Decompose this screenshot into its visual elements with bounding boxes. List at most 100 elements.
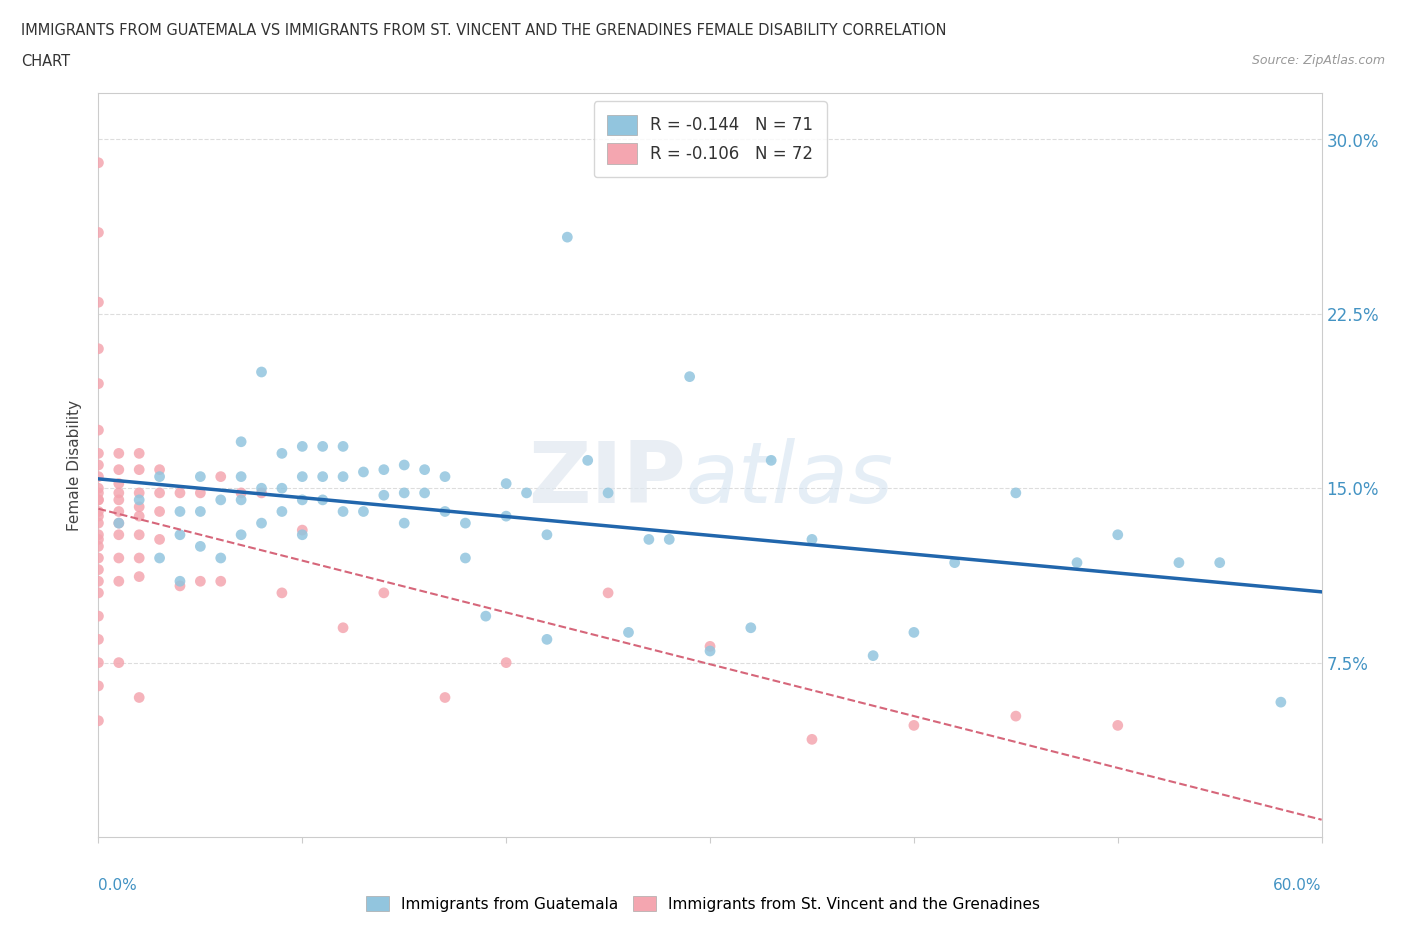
Point — [87, 532, 110, 547]
Point — [231, 470, 253, 485]
Point — [87, 562, 110, 577]
Point — [312, 439, 335, 454]
Point — [495, 476, 517, 491]
Point — [108, 516, 131, 531]
Point — [128, 446, 150, 461]
Point — [373, 462, 395, 477]
Point — [250, 481, 273, 496]
Point — [699, 639, 721, 654]
Point — [128, 493, 150, 508]
Point — [1209, 555, 1232, 570]
Point — [312, 470, 335, 485]
Point — [679, 369, 702, 384]
Point — [128, 499, 150, 514]
Point — [128, 485, 150, 500]
Point — [87, 341, 110, 356]
Point — [188, 470, 212, 485]
Point — [862, 648, 884, 663]
Point — [128, 509, 150, 524]
Point — [169, 504, 191, 519]
Point — [638, 532, 661, 547]
Point — [434, 690, 457, 705]
Point — [87, 632, 110, 647]
Point — [87, 225, 110, 240]
Point — [516, 485, 538, 500]
Text: 60.0%: 60.0% — [1274, 878, 1322, 893]
Point — [801, 732, 824, 747]
Point — [231, 485, 253, 500]
Point — [658, 532, 681, 547]
Point — [149, 504, 172, 519]
Point — [108, 574, 131, 589]
Text: Source: ZipAtlas.com: Source: ZipAtlas.com — [1251, 54, 1385, 67]
Point — [291, 523, 314, 538]
Point — [209, 551, 232, 565]
Point — [352, 504, 374, 519]
Point — [87, 539, 110, 554]
Point — [474, 609, 498, 624]
Point — [87, 493, 110, 508]
Point — [188, 574, 212, 589]
Point — [209, 470, 232, 485]
Point — [270, 481, 294, 496]
Point — [413, 485, 436, 500]
Point — [291, 470, 314, 485]
Point — [250, 516, 273, 531]
Point — [536, 632, 558, 647]
Point — [1270, 695, 1292, 710]
Point — [1004, 709, 1026, 724]
Point — [740, 620, 762, 635]
Point — [1004, 485, 1026, 500]
Point — [108, 476, 131, 491]
Legend: Immigrants from Guatemala, Immigrants from St. Vincent and the Grenadines: Immigrants from Guatemala, Immigrants fr… — [360, 889, 1046, 918]
Point — [495, 509, 517, 524]
Point — [128, 527, 150, 542]
Point — [332, 504, 354, 519]
Point — [291, 493, 314, 508]
Point — [312, 493, 335, 508]
Point — [87, 423, 110, 438]
Legend: R = -0.144   N = 71, R = -0.106   N = 72: R = -0.144 N = 71, R = -0.106 N = 72 — [593, 101, 827, 177]
Point — [250, 365, 273, 379]
Point — [598, 586, 620, 601]
Point — [149, 485, 172, 500]
Point — [291, 439, 314, 454]
Point — [87, 446, 110, 461]
Point — [761, 453, 783, 468]
Point — [87, 679, 110, 694]
Point — [87, 458, 110, 472]
Text: ZIP: ZIP — [527, 438, 686, 522]
Point — [87, 509, 110, 524]
Point — [250, 485, 273, 500]
Point — [801, 532, 824, 547]
Point — [149, 470, 172, 485]
Point — [87, 713, 110, 728]
Point — [87, 504, 110, 519]
Point — [87, 656, 110, 671]
Point — [598, 485, 620, 500]
Point — [903, 625, 925, 640]
Point — [557, 230, 579, 245]
Point — [434, 470, 457, 485]
Point — [332, 620, 354, 635]
Point — [209, 493, 232, 508]
Point — [454, 551, 477, 565]
Point — [617, 625, 640, 640]
Point — [108, 551, 131, 565]
Point — [87, 295, 110, 310]
Point — [270, 504, 294, 519]
Point — [128, 462, 150, 477]
Point — [1107, 527, 1129, 542]
Point — [1066, 555, 1088, 570]
Point — [270, 446, 294, 461]
Point — [87, 551, 110, 565]
Point — [392, 458, 416, 472]
Point — [332, 439, 354, 454]
Point — [413, 462, 436, 477]
Point — [188, 539, 212, 554]
Point — [231, 527, 253, 542]
Point — [169, 574, 191, 589]
Point — [108, 516, 131, 531]
Point — [536, 527, 558, 542]
Point — [87, 516, 110, 531]
